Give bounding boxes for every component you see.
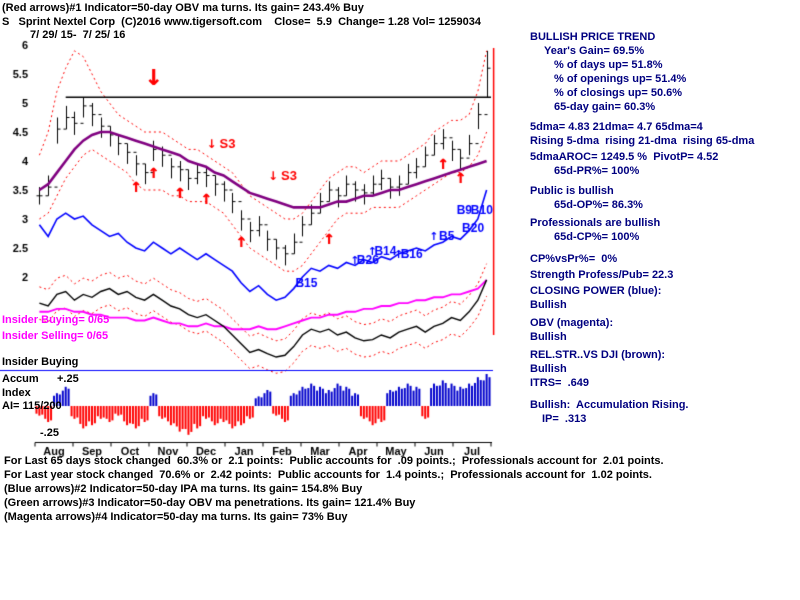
right-panel-line: CP%vsPr%= 0% (530, 253, 618, 265)
right-panel-line: % of days up= 51.8% (554, 59, 663, 71)
right-panel-line: Public is bullish (530, 185, 614, 197)
right-panel-line: % of openings up= 51.4% (554, 73, 687, 85)
indicator3-note: (Green arrows)#3 Indicator=50-day OBV ma… (4, 497, 416, 509)
ai-label: AI= 115/200 (2, 400, 62, 412)
insider-buying-label: Insider Buying= 0/65 (2, 314, 110, 326)
right-panel-line: Year's Gain= 69.5% (544, 45, 645, 57)
right-panel-line: BULLISH PRICE TREND (530, 31, 656, 43)
indicator2-note: (Blue arrows)#2 Indicator=50-day IPA ma … (4, 483, 363, 495)
index-label: Index (2, 387, 31, 399)
note-year: For Last year stock changed 70.6% or 2.4… (4, 469, 652, 481)
right-panel-line: CLOSING POWER (blue): (530, 285, 662, 297)
note-65day: For Last 65 days stock changed 60.3% or … (4, 455, 664, 467)
date-range-label: 7/ 29/ 15- 7/ 25/ 16 (30, 29, 126, 41)
right-panel-line: OBV (magenta): (530, 317, 614, 329)
right-panel-line: REL.STR..VS DJI (brown): (530, 349, 666, 361)
accum-minus-label: -.25 (40, 427, 59, 439)
right-panel-line: 65-day gain= 60.3% (554, 101, 656, 113)
right-panel-line: 65d-CP%= 100% (554, 231, 640, 243)
right-panel-line: IP= .313 (542, 413, 587, 425)
right-panel: BULLISH PRICE TREND Year's Gain= 69.5% % o… (530, 30, 800, 426)
right-panel-line: 65d-PR%= 100% (554, 165, 640, 177)
stock-info-line: S Sprint Nextel Corp (C)2016 www.tigerso… (2, 16, 481, 28)
accum-label: Accum (2, 373, 39, 385)
right-panel-line: Bullish: Accumulation Rising. (530, 399, 689, 411)
right-panel-line: Professionals are bullish (530, 217, 661, 229)
right-panel-line: 5dmaAROC= 1249.5 % PivotP= 4.52 (530, 151, 719, 163)
right-panel-line: 5dma= 4.83 21dma= 4.7 65dma=4 (530, 121, 703, 133)
accum-plus-label: +.25 (57, 373, 79, 385)
insider-buying2-label: Insider Buying (2, 356, 79, 368)
right-panel-line: 65d-OP%= 86.3% (554, 199, 643, 211)
insider-selling-label: Insider Selling= 0/65 (2, 330, 109, 342)
indicator1-title: (Red arrows)#1 Indicator=50-day OBV ma t… (2, 2, 364, 14)
right-panel-line: Rising 5-dma rising 21-dma rising 65-dma (530, 135, 755, 147)
indicator4-note: (Magenta arrows)#4 Indicator=50-day ma t… (4, 511, 348, 523)
right-panel-line: ITRS= .649 (530, 377, 590, 389)
right-panel-line: % of closings up= 50.6% (554, 87, 683, 99)
right-panel-line: Bullish (530, 299, 567, 311)
right-panel-line: Bullish (530, 363, 567, 375)
right-panel-line: Strength Profess/Pub= 22.3 (530, 269, 674, 281)
right-panel-line: Bullish (530, 331, 567, 343)
